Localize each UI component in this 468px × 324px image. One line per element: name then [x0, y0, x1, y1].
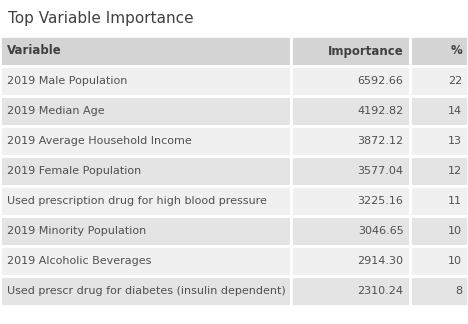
Text: 4192.82: 4192.82 — [357, 106, 403, 116]
Text: 2019 Male Population: 2019 Male Population — [7, 76, 127, 86]
Text: 10: 10 — [448, 256, 462, 266]
Text: 13: 13 — [448, 136, 462, 146]
Text: 2019 Minority Population: 2019 Minority Population — [7, 226, 146, 236]
Text: 3225.16: 3225.16 — [358, 196, 403, 206]
Bar — [291, 36, 410, 66]
Bar — [291, 66, 410, 96]
Text: 2914.30: 2914.30 — [358, 256, 403, 266]
Bar — [410, 126, 468, 156]
Bar — [0, 276, 291, 306]
Bar — [410, 186, 468, 216]
Text: 10: 10 — [448, 226, 462, 236]
Text: 2019 Alcoholic Beverages: 2019 Alcoholic Beverages — [7, 256, 151, 266]
Text: 3872.12: 3872.12 — [358, 136, 403, 146]
Bar — [410, 276, 468, 306]
Bar — [291, 156, 410, 186]
Text: 2019 Median Age: 2019 Median Age — [7, 106, 105, 116]
Bar — [0, 66, 291, 96]
Bar — [410, 246, 468, 276]
Bar — [0, 126, 291, 156]
Bar — [291, 186, 410, 216]
Bar — [291, 216, 410, 246]
Text: 6592.66: 6592.66 — [358, 76, 403, 86]
Bar — [291, 126, 410, 156]
Bar — [0, 36, 291, 66]
Text: 12: 12 — [448, 166, 462, 176]
Text: 22: 22 — [448, 76, 462, 86]
Text: Used prescription drug for high blood pressure: Used prescription drug for high blood pr… — [7, 196, 267, 206]
Text: 2019 Female Population: 2019 Female Population — [7, 166, 141, 176]
Text: 3577.04: 3577.04 — [358, 166, 403, 176]
Bar — [291, 276, 410, 306]
Bar — [410, 156, 468, 186]
Text: 2310.24: 2310.24 — [358, 286, 403, 296]
Text: Top Variable Importance: Top Variable Importance — [8, 10, 194, 26]
Text: 14: 14 — [448, 106, 462, 116]
Text: 8: 8 — [455, 286, 462, 296]
Bar — [291, 246, 410, 276]
Text: 11: 11 — [448, 196, 462, 206]
Text: Variable: Variable — [7, 44, 62, 57]
Bar — [410, 36, 468, 66]
Bar — [291, 96, 410, 126]
Bar — [0, 186, 291, 216]
Text: Importance: Importance — [328, 44, 403, 57]
Text: Used prescr drug for diabetes (insulin dependent): Used prescr drug for diabetes (insulin d… — [7, 286, 286, 296]
Bar — [410, 216, 468, 246]
Bar — [0, 246, 291, 276]
Bar — [410, 96, 468, 126]
Text: 2019 Average Household Income: 2019 Average Household Income — [7, 136, 192, 146]
Bar — [0, 96, 291, 126]
Text: 3046.65: 3046.65 — [358, 226, 403, 236]
Bar — [0, 156, 291, 186]
Bar — [410, 66, 468, 96]
Bar — [0, 216, 291, 246]
Text: %: % — [450, 44, 462, 57]
